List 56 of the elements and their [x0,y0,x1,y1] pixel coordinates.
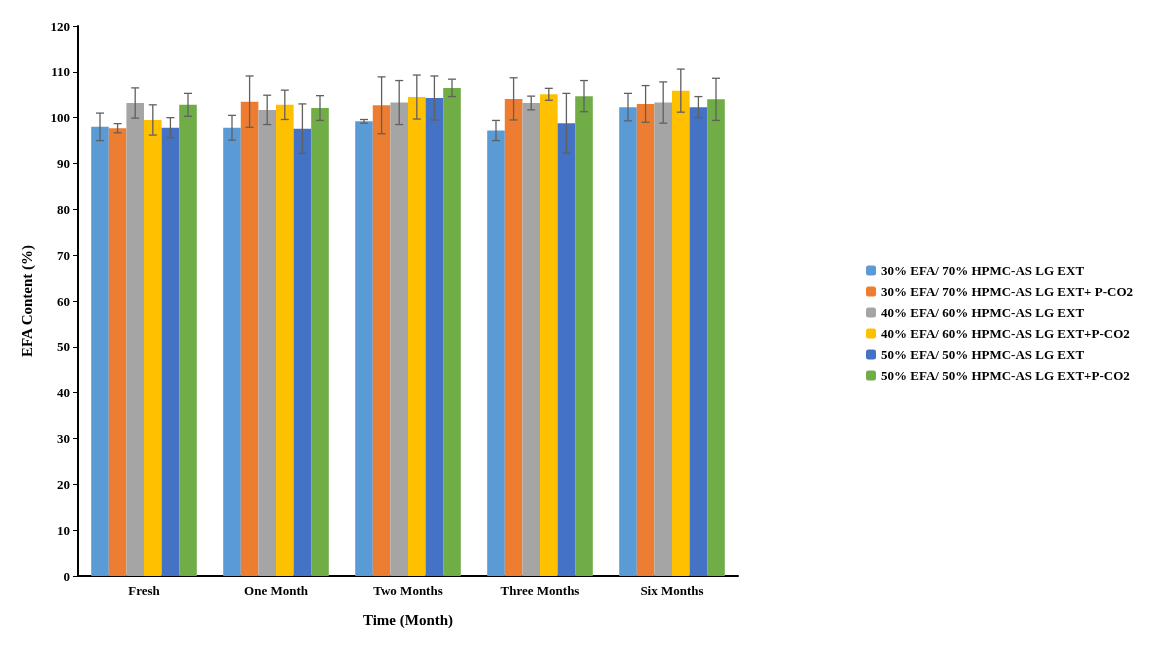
bar [654,102,672,576]
bar [293,128,312,576]
bar [522,103,540,576]
bar [311,108,329,576]
y-tick-label: 0 [63,568,70,584]
x-tick-label: Fresh [128,583,161,598]
y-tick-label: 90 [57,156,70,171]
legend-label: 40% EFA/ 60% HPMC-AS LG EXT+P-CO2 [881,326,1130,341]
y-tick-label: 120 [50,18,70,34]
bar [408,97,426,576]
bar [144,119,162,576]
bar [91,126,109,576]
y-tick-label: 30 [57,431,70,446]
bar [636,103,655,576]
bar [108,128,127,576]
y-axis-title: EFA Content (%) [18,244,36,358]
x-axis-title: Time (Month) [362,611,454,629]
bar [487,130,505,576]
y-tick-label: 80 [57,201,70,217]
bar [372,105,391,576]
y-tick-label: 10 [57,522,70,538]
x-tick-label: Three Months [500,583,580,598]
y-tick-label: 110 [51,64,70,80]
bar [276,104,294,576]
bar [258,109,276,576]
legend-label: 50% EFA/ 50% HPMC-AS LG EXT [881,347,1085,362]
bar [355,121,373,576]
bar [672,90,690,576]
legend-label: 40% EFA/ 60% HPMC-AS LG EXT [881,305,1085,320]
bar [504,98,523,576]
bar [540,94,558,576]
x-tick-label: Six Months [640,583,704,598]
bar [443,87,461,576]
y-tick-label: 60 [57,293,70,309]
legend-label: 50% EFA/ 50% HPMC-AS LG EXT+P-CO2 [881,368,1130,383]
bar [179,104,197,576]
bar [619,107,637,576]
bar [161,127,180,576]
bar [390,102,408,576]
bar [126,103,144,576]
y-tick-label: 50 [57,339,70,355]
y-tick-label: 40 [57,385,70,401]
y-tick-label: 70 [57,247,70,263]
bar [575,96,593,576]
bar [557,123,576,576]
y-tick-label: 20 [57,476,70,492]
x-tick-label: Two Months [373,583,443,598]
bar [240,101,259,576]
y-tick-label: 100 [50,110,70,126]
bar [689,107,708,576]
legend-label: 30% EFA/ 70% HPMC-AS LG EXT [881,263,1085,278]
bar [425,97,444,576]
legend-label: 30% EFA/ 70% HPMC-AS LG EXT+ P-CO2 [881,284,1133,299]
bar [707,99,725,576]
bar [223,127,241,576]
x-tick-label: One Month [244,583,309,598]
